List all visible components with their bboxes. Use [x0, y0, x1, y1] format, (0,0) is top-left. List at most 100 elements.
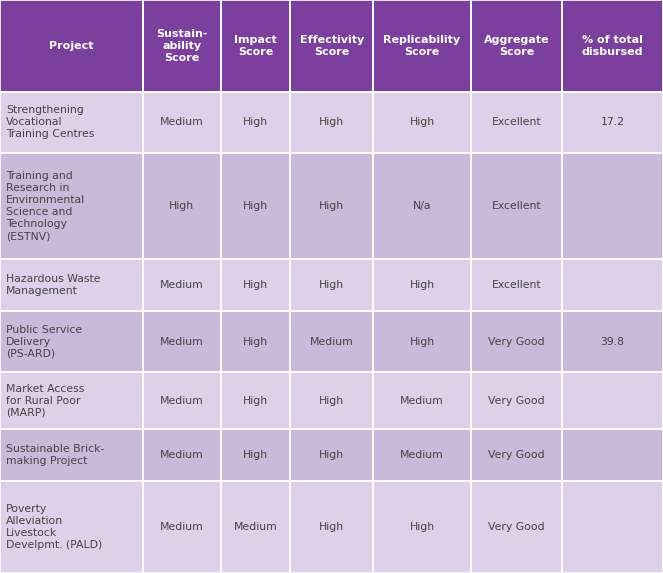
Bar	[0, 481, 143, 573]
Bar	[143, 429, 221, 481]
Text: Hazardous Waste
Management: Hazardous Waste Management	[6, 274, 101, 296]
Bar	[0, 0, 143, 92]
Text: High: High	[320, 280, 344, 291]
Bar	[290, 372, 373, 429]
Text: Medium: Medium	[234, 522, 277, 532]
Bar	[290, 481, 373, 573]
Text: Training and
Research in
Environmental
Science and
Technology
(ESTNV): Training and Research in Environmental S…	[6, 171, 85, 241]
Text: High: High	[320, 450, 344, 460]
Bar	[471, 153, 562, 259]
Text: Project: Project	[49, 41, 93, 51]
Text: Effectivity
Score: Effectivity Score	[300, 35, 364, 57]
Text: Public Service
Delivery
(PS-ARD): Public Service Delivery (PS-ARD)	[6, 325, 82, 359]
Bar	[221, 372, 290, 429]
Text: Medium: Medium	[160, 395, 204, 406]
Bar	[221, 92, 290, 153]
Bar	[290, 0, 373, 92]
Text: Medium: Medium	[160, 522, 204, 532]
Text: Medium: Medium	[400, 395, 444, 406]
Text: Medium: Medium	[160, 337, 204, 347]
Bar	[0, 311, 143, 372]
Text: Poverty
Alleviation
Livestock
Develpmt. (PALD): Poverty Alleviation Livestock Develpmt. …	[6, 504, 102, 550]
Text: High: High	[243, 201, 268, 211]
Text: High: High	[320, 522, 344, 532]
Text: High: High	[410, 117, 434, 127]
Bar	[0, 153, 143, 259]
Bar	[562, 259, 663, 311]
Text: High: High	[410, 522, 434, 532]
Text: Medium: Medium	[160, 117, 204, 127]
Bar	[471, 481, 562, 573]
Bar	[290, 429, 373, 481]
Bar	[143, 259, 221, 311]
Bar	[221, 481, 290, 573]
Bar	[373, 311, 471, 372]
Bar	[471, 311, 562, 372]
Bar	[373, 92, 471, 153]
Text: 39.8: 39.8	[601, 337, 625, 347]
Bar	[373, 259, 471, 311]
Text: High: High	[410, 280, 434, 291]
Bar	[471, 0, 562, 92]
Bar	[0, 429, 143, 481]
Bar	[221, 311, 290, 372]
Bar	[471, 92, 562, 153]
Bar	[0, 92, 143, 153]
Bar	[373, 0, 471, 92]
Bar	[373, 481, 471, 573]
Bar	[143, 481, 221, 573]
Bar	[143, 372, 221, 429]
Text: Excellent: Excellent	[492, 280, 541, 291]
Text: High: High	[243, 280, 268, 291]
Bar	[290, 259, 373, 311]
Text: High: High	[320, 117, 344, 127]
Bar	[373, 429, 471, 481]
Text: High: High	[320, 395, 344, 406]
Bar	[562, 372, 663, 429]
Bar	[143, 92, 221, 153]
Text: N/a: N/a	[413, 201, 431, 211]
Text: Medium: Medium	[160, 280, 204, 291]
Text: Sustain-
ability
Score: Sustain- ability Score	[156, 29, 208, 63]
Text: Excellent: Excellent	[492, 117, 541, 127]
Bar	[562, 153, 663, 259]
Bar	[221, 0, 290, 92]
Bar	[471, 372, 562, 429]
Text: 17.2: 17.2	[601, 117, 625, 127]
Bar	[562, 429, 663, 481]
Bar	[373, 372, 471, 429]
Bar	[471, 259, 562, 311]
Text: High: High	[243, 450, 268, 460]
Text: Medium: Medium	[310, 337, 353, 347]
Text: High: High	[243, 117, 268, 127]
Bar	[471, 429, 562, 481]
Bar	[143, 0, 221, 92]
Bar	[143, 153, 221, 259]
Text: Very Good: Very Good	[488, 450, 545, 460]
Text: High: High	[169, 201, 194, 211]
Text: Very Good: Very Good	[488, 395, 545, 406]
Bar	[562, 311, 663, 372]
Text: Replicability
Score: Replicability Score	[383, 35, 461, 57]
Text: Very Good: Very Good	[488, 337, 545, 347]
Text: Medium: Medium	[400, 450, 444, 460]
Text: Impact
Score: Impact Score	[234, 35, 277, 57]
Text: Sustainable Brick-
making Project: Sustainable Brick- making Project	[6, 444, 104, 466]
Bar	[0, 259, 143, 311]
Bar	[562, 0, 663, 92]
Bar	[290, 153, 373, 259]
Bar	[0, 372, 143, 429]
Text: Strengthening
Vocational
Training Centres: Strengthening Vocational Training Centre…	[6, 105, 94, 139]
Text: High: High	[243, 337, 268, 347]
Bar	[562, 481, 663, 573]
Text: High: High	[243, 395, 268, 406]
Bar	[290, 92, 373, 153]
Bar	[143, 311, 221, 372]
Bar	[562, 92, 663, 153]
Bar	[373, 153, 471, 259]
Text: Aggregate
Score: Aggregate Score	[484, 35, 549, 57]
Text: Very Good: Very Good	[488, 522, 545, 532]
Text: % of total
disbursed: % of total disbursed	[582, 35, 643, 57]
Bar	[290, 311, 373, 372]
Text: High: High	[320, 201, 344, 211]
